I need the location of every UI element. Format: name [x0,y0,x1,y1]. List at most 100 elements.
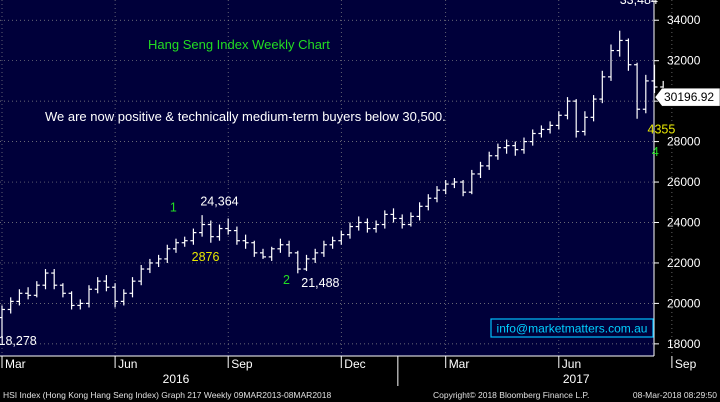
ohlc-bar [590,95,597,122]
ohlc-bar [555,111,562,130]
ohlc-bar [129,277,136,298]
x-tick-label: Mar [449,357,470,371]
ohlc-bar [581,111,588,136]
ohlc-bar [94,277,101,294]
chart-annotation: 18,278 [0,334,37,348]
ohlc-bar [286,240,293,257]
ohlc-bar [442,180,449,195]
ohlc-bar [434,186,440,203]
ohlc-bar [494,143,501,160]
ohlc-bar [529,129,536,146]
last-price-label: 30196.92 [664,90,714,104]
ohlc-bar [416,202,423,221]
ohlc-bar [86,285,92,308]
commentary-text: We are now positive & technically medium… [45,109,446,124]
y-tick-label: 26000 [667,175,701,189]
ohlc-bar [173,238,179,253]
chart-annotation: 4355 [648,123,676,137]
ohlc-bar [268,246,275,261]
y-tick-label: 34000 [667,13,701,27]
ohlc-bar [399,214,406,229]
ohlc-bar [329,236,336,249]
ohlc-bar [547,121,554,134]
ohlc-bar [199,215,206,237]
ohlc-bar [373,220,380,233]
ohlc-bar [364,218,371,233]
ohlc-bar [16,289,23,306]
y-tick-label: 24000 [667,216,701,230]
y-tick-label: 32000 [667,54,701,68]
x-year-label: 2017 [563,372,590,386]
footer-left-text: HSI Index (Hong Kong Hang Seng Index) Gr… [3,390,332,400]
chart-annotation: 2876 [192,250,220,264]
ohlc-bar [512,141,519,156]
chart-annotation: 1 [170,200,177,214]
ohlc-bar [599,70,606,104]
ohlc-bar [468,169,475,195]
x-axis-band [0,357,720,386]
ohlc-bar [642,74,649,114]
ohlc-bar [68,291,75,310]
ohlc-bar [33,281,40,298]
x-tick-label: Dec [344,357,365,371]
ohlc-bar [355,216,362,231]
last-price-box: 30196.92 [654,87,720,107]
ohlc-bar [190,228,197,245]
ohlc-bar [486,151,493,170]
ohlc-bar [42,269,49,290]
ohlc-bar [407,212,414,227]
ohlc-bar [242,234,249,249]
footer-copyright: Copyright© 2018 Bloomberg Finance L.P. [433,390,589,400]
ohlc-bars [0,30,667,339]
ohlc-bar [303,254,310,272]
ohlc-bar [460,180,467,197]
ohlc-bar [616,30,623,57]
x-axis: MarJunSepDecMarJunSepDecMar201620172018 [0,355,720,386]
ohlc-bar [207,220,214,243]
ohlc-bar [138,264,145,286]
ohlc-bar [608,44,614,81]
ohlc-bar [164,244,171,263]
chart-annotation: 33,484 [620,0,658,7]
y-tick-label: 28000 [667,135,701,149]
ohlc-bar [225,218,232,235]
ohlc-bar [425,194,432,211]
ohlc-bar [277,238,284,253]
ohlc-bar [216,224,223,241]
website-link[interactable]: info@marketmatters.com.au [497,322,648,336]
ohlc-bar [59,283,66,298]
ohlc-bar [503,139,510,154]
ohlc-bar [521,137,527,154]
ohlc-bar [477,161,484,178]
ohlc-bar [77,299,84,310]
y-tick-label: 20000 [667,296,701,310]
ohlc-bar [260,248,266,259]
chart-title: Hang Seng Index Weekly Chart [148,37,330,52]
ohlc-bar [146,258,153,274]
y-axis: 1800020000220002400026000280003000032000… [653,0,701,356]
ohlc-bar [51,269,58,290]
x-tick-label: Mar [5,357,26,371]
ohlc-bar [25,287,32,300]
x-tick-label: Jun [118,357,137,371]
chart-annotation: 24,364 [200,194,238,208]
ohlc-bar [625,38,632,71]
ohlc-bar [0,305,5,339]
ohlc-bar [381,210,388,229]
ohlc-bar [573,99,580,138]
ohlc-bar [564,97,571,120]
website-box[interactable]: info@marketmatters.com.au [490,318,654,338]
plot-background [0,0,654,356]
ohlc-bar [390,208,397,223]
ohlc-bar [320,240,327,257]
y-tick-label: 22000 [667,256,701,270]
chart-annotation: 21,488 [301,276,339,290]
ohlc-bar [251,240,258,257]
chart-annotation: 4 [652,145,659,159]
ohlc-bar [347,222,353,239]
ohlc-bar [112,283,119,308]
x-tick-label: Sep [675,357,697,371]
ohlc-bar [451,178,458,189]
